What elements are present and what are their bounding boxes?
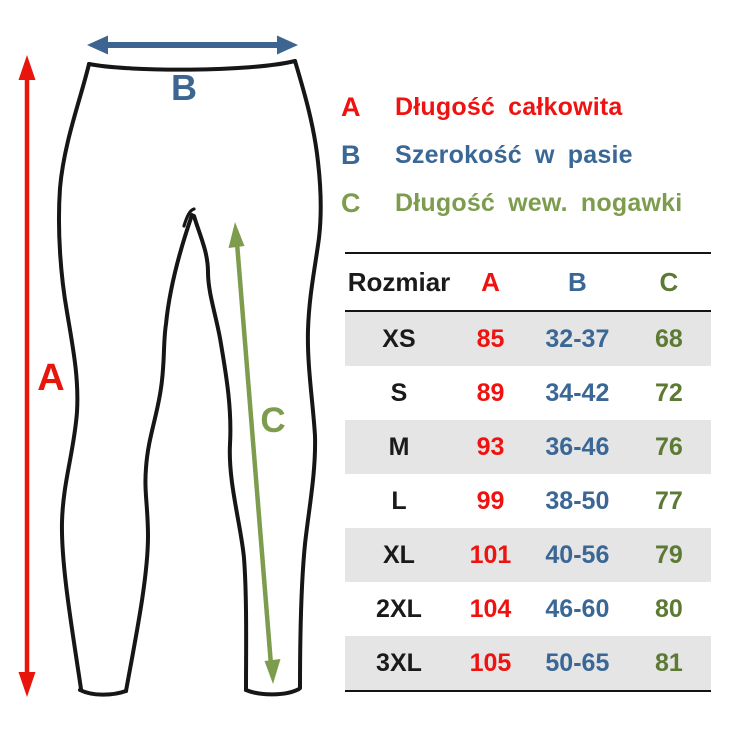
legend-label-a: Długość całkowita bbox=[395, 92, 623, 121]
cell-b: 38-50 bbox=[545, 486, 610, 515]
cell-b: 46-60 bbox=[545, 594, 610, 623]
cell-size: 2XL bbox=[376, 594, 422, 623]
cell-a: 99 bbox=[476, 486, 505, 515]
cell-c: 79 bbox=[654, 540, 683, 569]
legend-row-b: B Szerokość w pasie bbox=[341, 131, 682, 179]
diagram-label-a: A bbox=[37, 357, 64, 399]
diagram-label-b: B bbox=[171, 67, 197, 108]
table-row-s: S 89 34-42 72 bbox=[345, 366, 711, 420]
pants-left-inner bbox=[124, 213, 194, 693]
table-row-m: M 93 36-46 76 bbox=[345, 420, 711, 474]
pants-waistband bbox=[87, 59, 297, 72]
arrow-c-head-bottom bbox=[264, 659, 281, 684]
size-table: Rozmiar A B C XS 85 32-37 68 S 89 34-42 … bbox=[345, 252, 711, 692]
cell-b: 40-56 bbox=[545, 540, 610, 569]
cell-a: 93 bbox=[476, 432, 505, 461]
legend-letter-a: A bbox=[341, 91, 361, 122]
size-table-header: Rozmiar A B C bbox=[345, 254, 711, 312]
cell-c: 81 bbox=[654, 648, 683, 677]
header-b: B bbox=[568, 267, 587, 297]
header-c: C bbox=[659, 267, 679, 297]
cell-c: 72 bbox=[654, 378, 683, 407]
pants-crotch-flick bbox=[182, 207, 196, 228]
legend-row-a: A Długość całkowita bbox=[341, 83, 682, 131]
cell-a: 85 bbox=[476, 324, 505, 353]
legend-row-c: C Długość wew. nogawki bbox=[341, 179, 682, 227]
cell-c: 77 bbox=[654, 486, 683, 515]
cell-b: 34-42 bbox=[545, 378, 610, 407]
arrow-b-head-left bbox=[87, 35, 108, 55]
measurement-legend: A Długość całkowita B Szerokość w pasie … bbox=[341, 83, 682, 227]
legend-letter-b: B bbox=[341, 139, 361, 170]
arrow-a-total-length bbox=[18, 55, 36, 697]
cell-b: 36-46 bbox=[545, 432, 610, 461]
cell-b: 50-65 bbox=[545, 648, 610, 677]
cell-size: S bbox=[390, 378, 408, 407]
leggings-measurement-diagram: A B C bbox=[18, 35, 323, 697]
cell-a: 101 bbox=[469, 540, 512, 569]
legend-label-b: Szerokość w pasie bbox=[395, 140, 633, 169]
cell-a: 89 bbox=[476, 378, 505, 407]
arrow-a-head-top bbox=[18, 55, 36, 80]
cell-a: 104 bbox=[469, 594, 512, 623]
pants-left-cuff bbox=[78, 688, 128, 697]
table-row-xs: XS 85 32-37 68 bbox=[345, 312, 711, 366]
arrow-a-head-bottom bbox=[18, 672, 36, 697]
pants-outline bbox=[56, 59, 323, 697]
legend-letter-c: C bbox=[341, 187, 361, 218]
diagram-label-c: C bbox=[260, 401, 285, 440]
header-a: A bbox=[481, 267, 500, 297]
cell-size: XL bbox=[383, 540, 415, 569]
cell-c: 76 bbox=[654, 432, 683, 461]
cell-size: 3XL bbox=[376, 648, 422, 677]
cell-size: XS bbox=[382, 324, 416, 353]
table-row-xl: XL 101 40-56 79 bbox=[345, 528, 711, 582]
arrow-b-waist-width bbox=[87, 35, 298, 55]
pants-left-outer bbox=[56, 62, 91, 691]
cell-c: 68 bbox=[654, 324, 683, 353]
cell-b: 32-37 bbox=[545, 324, 610, 353]
cell-size: L bbox=[391, 486, 407, 515]
legend-label-c: Długość wew. nogawki bbox=[395, 188, 683, 217]
pants-right-outer bbox=[293, 59, 323, 690]
pants-right-cuff bbox=[244, 687, 301, 697]
cell-a: 105 bbox=[469, 648, 512, 677]
arrow-c-inner-leg bbox=[228, 222, 281, 684]
header-size: Rozmiar bbox=[347, 267, 451, 297]
arrow-b-head-right bbox=[277, 35, 298, 55]
table-row-3xl: 3XL 105 50-65 81 bbox=[345, 636, 711, 690]
cell-size: M bbox=[388, 432, 410, 461]
arrow-c-head-top bbox=[228, 222, 245, 248]
table-row-l: L 99 38-50 77 bbox=[345, 474, 711, 528]
cell-c: 80 bbox=[654, 594, 683, 623]
pants-right-inner bbox=[192, 214, 249, 692]
table-row-2xl: 2XL 104 46-60 80 bbox=[345, 582, 711, 636]
